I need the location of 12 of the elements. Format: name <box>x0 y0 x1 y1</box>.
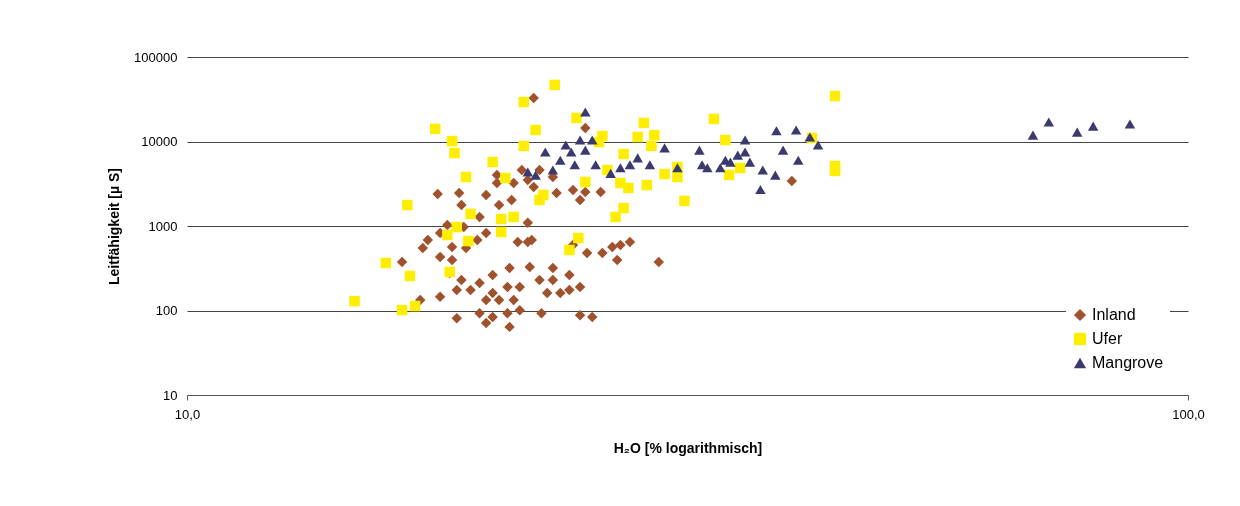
y-tick-label: 10000 <box>141 134 178 149</box>
legend-label: Ufer <box>1092 330 1123 347</box>
y-axis-title: Leitfähigkeit [µ S] <box>106 168 123 285</box>
x-axis-title: H₂O [% logarithmisch] <box>613 439 763 456</box>
y-tick-label: 1000 <box>148 218 178 234</box>
x-tick-label: 10,0 <box>174 406 201 422</box>
legend-label: Inland <box>1092 306 1136 323</box>
y-tick-label: 100000 <box>134 49 178 65</box>
legend-label: Mangrove <box>1092 354 1164 371</box>
x-tick-label: 100,0 <box>1172 406 1205 422</box>
y-tick-label: 100 <box>155 303 178 318</box>
y-tick-label: 10 <box>163 387 178 403</box>
